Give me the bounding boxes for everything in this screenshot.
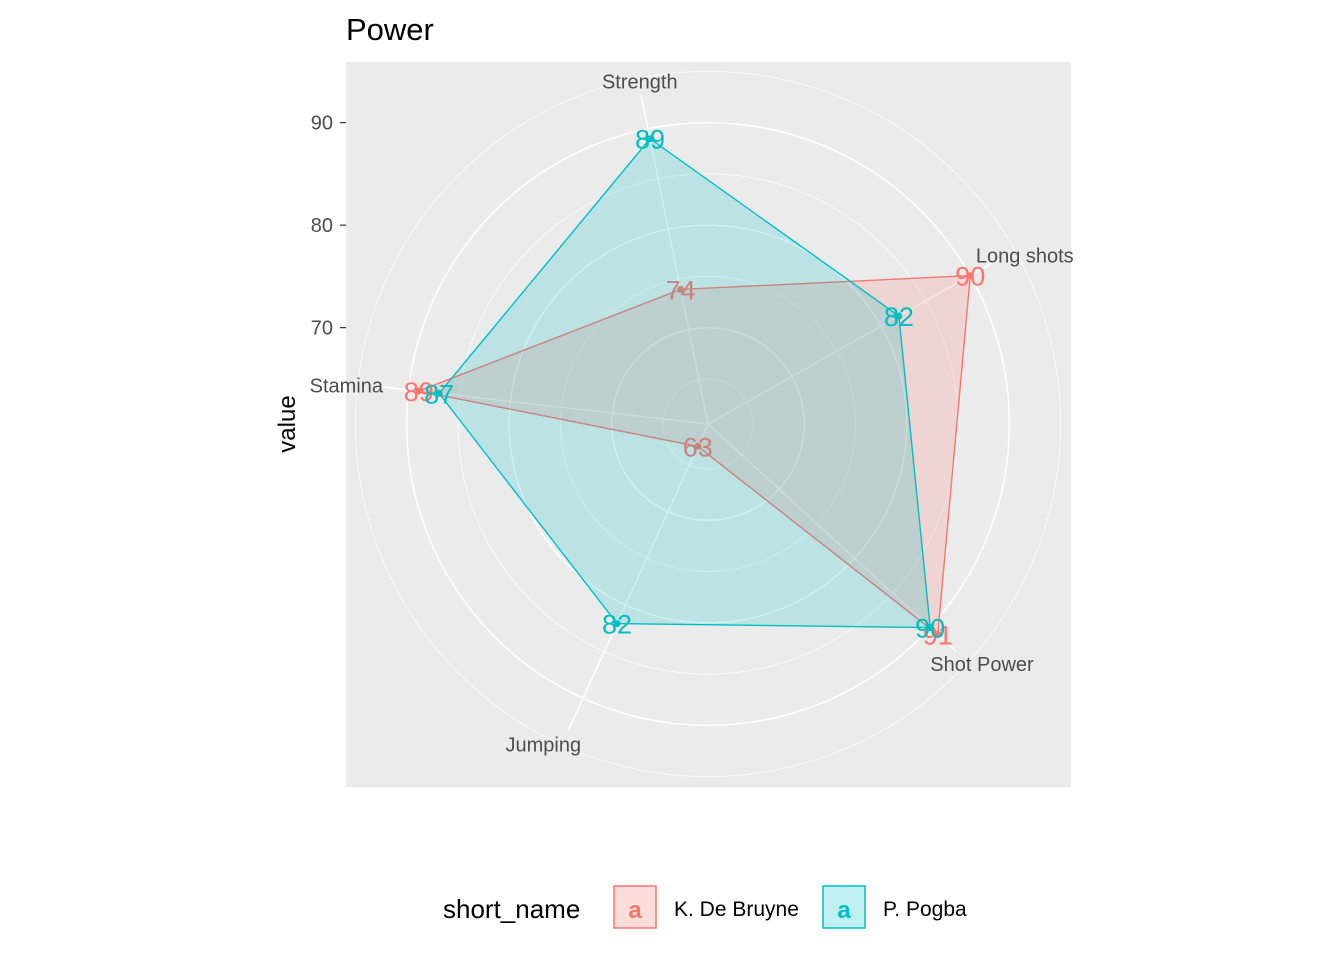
- data-label: 82: [884, 302, 914, 332]
- y-tick-label: 90: [311, 113, 333, 135]
- legend-key: [822, 885, 866, 929]
- legend-label: P. Pogba: [883, 898, 967, 921]
- legend-key-glyph: a: [837, 897, 851, 924]
- legend-key-glyph: a: [628, 897, 642, 924]
- legend-title: short_name: [443, 894, 580, 924]
- data-point: [895, 312, 903, 320]
- legend-label: K. De Bruyne: [674, 898, 799, 921]
- data-point: [613, 620, 621, 628]
- data-point: [435, 389, 443, 397]
- axis-label: Shot Power: [930, 654, 1034, 676]
- grid-spoke: [707, 257, 1001, 425]
- grid-circle: [560, 276, 856, 572]
- data-label: 89: [635, 125, 665, 155]
- grid-spoke: [707, 423, 957, 652]
- grid-circle: [355, 71, 1061, 777]
- chart-title: Power: [346, 12, 434, 47]
- series-area: [416, 274, 972, 636]
- data-point: [694, 442, 702, 450]
- axis-label: Stamina: [310, 375, 384, 397]
- data-label: 90: [955, 262, 985, 292]
- legend: short_name a K. De Bruyne a P. Pogba: [443, 885, 967, 929]
- y-tick-label: 80: [311, 215, 333, 237]
- grid: [355, 71, 1061, 777]
- grid-circle: [508, 224, 908, 624]
- grid-circle: [457, 173, 959, 675]
- data-label: 89: [404, 377, 434, 407]
- data-point: [966, 272, 974, 280]
- grid-spoke: [640, 94, 709, 425]
- data-point: [677, 285, 685, 293]
- y-ticks: 70 80 90: [311, 113, 346, 340]
- data-label: 90: [915, 614, 945, 644]
- grid-circle: [662, 378, 754, 470]
- data-point: [646, 135, 654, 143]
- y-tick-label: 70: [311, 318, 333, 340]
- data-label: 87: [424, 379, 454, 409]
- data-point: [415, 387, 423, 395]
- y-axis-label: value: [274, 395, 301, 452]
- grid-spoke: [567, 423, 709, 731]
- data-point: [926, 624, 934, 632]
- data-point: [934, 631, 942, 639]
- grid-circle: [405, 121, 1011, 727]
- axis-label: Strength: [602, 72, 678, 94]
- axis-labels: Strength Long shots Shot Power Jumping Stami…: [310, 72, 1074, 757]
- axis-label: Jumping: [505, 734, 581, 756]
- data-label: 74: [666, 275, 696, 305]
- grid-circle: [610, 326, 806, 522]
- series-area: [438, 137, 931, 629]
- data-label: 82: [602, 610, 632, 640]
- axis-label: Long shots: [976, 245, 1074, 267]
- grid-spoke: [373, 385, 709, 425]
- legend-key: [613, 885, 657, 929]
- data-label: 63: [683, 432, 713, 462]
- series-group: 89 82 90 82 87: [424, 125, 945, 644]
